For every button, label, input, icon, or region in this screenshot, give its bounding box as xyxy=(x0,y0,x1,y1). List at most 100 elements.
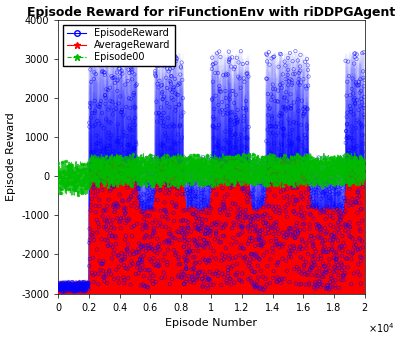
Point xyxy=(79,170,86,175)
Point xyxy=(276,167,282,173)
Point xyxy=(84,282,90,287)
Point xyxy=(121,168,127,173)
Point xyxy=(168,167,174,172)
Point xyxy=(222,138,228,143)
Point xyxy=(337,211,343,216)
Point xyxy=(142,283,149,289)
Point xyxy=(200,219,207,224)
Point xyxy=(100,208,106,214)
Point xyxy=(122,169,129,175)
Point xyxy=(303,162,310,167)
Point xyxy=(129,159,135,165)
Point xyxy=(244,175,250,180)
Point xyxy=(178,65,184,70)
Point xyxy=(116,156,123,161)
Point xyxy=(282,162,288,167)
Point xyxy=(246,179,253,184)
Point xyxy=(250,256,257,261)
Point xyxy=(162,252,168,257)
Point xyxy=(157,178,164,183)
Point xyxy=(336,212,342,217)
Point xyxy=(224,164,230,169)
Point xyxy=(146,163,152,168)
Point xyxy=(208,206,214,211)
Point xyxy=(281,95,288,101)
Point xyxy=(144,168,150,174)
Point xyxy=(106,176,112,181)
Point xyxy=(278,163,284,169)
Point xyxy=(104,218,110,224)
Point xyxy=(204,242,210,247)
Point xyxy=(328,209,335,214)
Point xyxy=(63,182,69,188)
Point xyxy=(104,162,110,167)
Point xyxy=(174,160,180,165)
Point xyxy=(123,133,130,139)
Point xyxy=(242,157,249,162)
Point xyxy=(64,281,70,287)
Point xyxy=(122,176,128,182)
Point xyxy=(183,169,189,175)
Point xyxy=(202,230,208,235)
Point xyxy=(271,164,277,169)
Point xyxy=(132,165,138,171)
Point xyxy=(250,226,256,231)
Point xyxy=(258,172,264,177)
Point xyxy=(118,180,125,185)
Point xyxy=(154,157,160,162)
Point xyxy=(110,176,117,181)
Point xyxy=(233,154,239,159)
Point xyxy=(120,129,127,135)
Point xyxy=(286,138,292,143)
Point xyxy=(159,91,165,96)
Point xyxy=(335,184,342,190)
Point xyxy=(218,168,225,174)
Point xyxy=(346,73,352,79)
Point xyxy=(217,210,224,216)
Point xyxy=(110,170,116,175)
Point xyxy=(282,59,288,64)
Point xyxy=(225,149,231,154)
Point xyxy=(143,248,149,254)
Point xyxy=(266,158,272,164)
Point xyxy=(249,188,255,193)
Point xyxy=(356,162,362,167)
Point xyxy=(170,157,177,162)
Point xyxy=(160,159,166,165)
Point xyxy=(91,173,97,178)
Point xyxy=(119,166,125,171)
Point xyxy=(181,244,187,250)
Point xyxy=(71,288,78,294)
Point xyxy=(94,169,100,174)
Point xyxy=(242,167,249,173)
Point xyxy=(101,159,107,164)
Point xyxy=(356,236,362,241)
Point xyxy=(255,207,262,212)
Point xyxy=(197,160,204,166)
Point xyxy=(229,175,235,181)
Point xyxy=(298,190,304,196)
Point xyxy=(292,181,298,186)
Point xyxy=(62,285,69,291)
Point xyxy=(140,282,146,287)
Point xyxy=(314,215,321,220)
Point xyxy=(114,159,121,164)
Point xyxy=(120,175,126,180)
Point xyxy=(77,282,84,287)
Point xyxy=(84,284,90,289)
Point xyxy=(86,184,92,189)
Point xyxy=(236,174,243,180)
Point xyxy=(67,286,74,292)
Point xyxy=(213,176,220,182)
Point xyxy=(158,164,164,170)
Point xyxy=(207,233,214,238)
Point xyxy=(176,165,182,170)
Point xyxy=(253,204,260,210)
Point xyxy=(267,123,274,129)
Point xyxy=(87,105,93,110)
Point xyxy=(120,174,127,180)
Point xyxy=(188,205,194,211)
Point xyxy=(149,206,155,212)
Point xyxy=(136,166,142,172)
Point xyxy=(344,159,351,165)
